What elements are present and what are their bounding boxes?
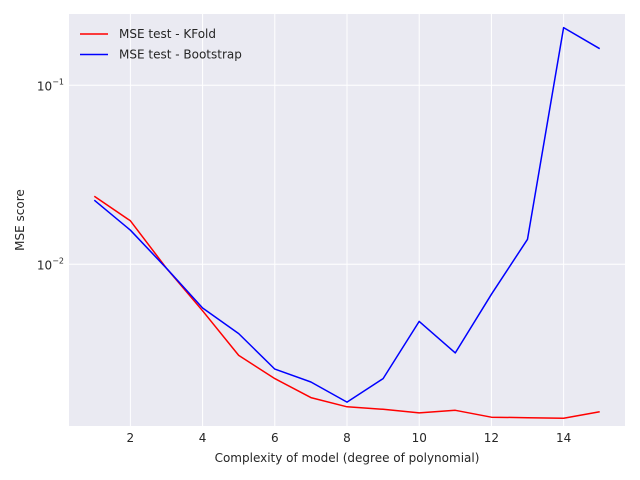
x-tick-label: 12 [484,431,499,445]
y-tick-label: 10−2 [37,256,64,272]
x-tick-label: 10 [412,431,427,445]
series-line-2 [93,26,601,403]
x-tick-label: 4 [199,431,207,445]
y-tick-labels: 10−2 10−1 [37,77,64,272]
legend: MSE test - KFold MSE test - Bootstrap [80,27,242,62]
x-tick-label: 14 [556,431,571,445]
series-layer [93,26,601,420]
x-tick-label: 8 [343,431,351,445]
y-axis-label: MSE score [13,189,27,251]
x-tick-labels: 2 4 6 8 10 12 14 [127,431,572,445]
legend-label: MSE test - Bootstrap [119,48,242,62]
x-axis-label: Complexity of model (degree of polynomia… [215,451,480,465]
legend-label: MSE test - KFold [119,27,216,41]
grid [69,14,625,426]
x-tick-label: 2 [127,431,135,445]
y-tick-label: 10−1 [37,77,64,93]
x-tick-label: 6 [271,431,279,445]
